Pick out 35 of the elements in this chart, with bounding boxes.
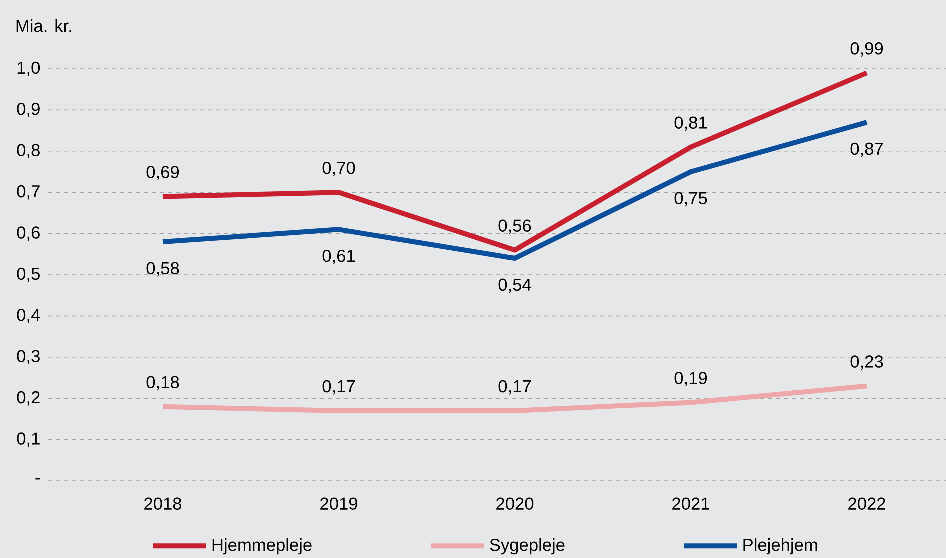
data-label: 0,23	[850, 356, 884, 370]
y-tick-label: 0,4	[17, 309, 40, 324]
data-label: 0,87	[850, 142, 883, 158]
data-label: 0,99	[850, 42, 884, 57]
data-label: 0,19	[674, 372, 708, 386]
data-label: 0,61	[322, 250, 356, 264]
data-label: 0,69	[146, 166, 180, 180]
y-tick-label: 0,9	[17, 103, 40, 118]
x-tick-label: 2022	[848, 498, 886, 510]
data-label: 0,70	[322, 162, 356, 176]
legend-label: Plejehjem	[744, 538, 818, 555]
x-tick-label: 2019	[320, 498, 358, 510]
legend-label: Hjemmepleje	[212, 538, 312, 555]
x-tick-label: 2018	[144, 498, 182, 510]
y-tick-label: 0,6	[17, 226, 40, 241]
data-label: 0,17	[498, 380, 531, 395]
data-label: 0,54	[498, 278, 532, 294]
y-tick-label: 0,1	[17, 432, 40, 447]
data-label: 0,58	[146, 262, 180, 277]
y-tick-label: 0,8	[17, 144, 40, 159]
legend-label: Sygepleje	[490, 538, 565, 555]
y-tick-label: 0,5	[17, 268, 40, 282]
data-label: 0,81	[674, 116, 708, 132]
y-tick-label: -	[36, 478, 40, 480]
y-tick-label: 0,7	[17, 185, 40, 200]
data-label: 0,75	[674, 192, 708, 207]
x-tick-label: 2020	[496, 498, 534, 510]
x-tick-label: 2021	[672, 498, 710, 510]
data-label: 0,18	[146, 376, 180, 391]
data-label: 0,56	[498, 220, 532, 234]
y-axis-title: Mia. kr.	[16, 20, 72, 32]
y-tick-label: 0,2	[17, 391, 40, 406]
data-label: 0,17	[322, 380, 355, 395]
y-tick-label: 0,3	[17, 350, 40, 365]
y-tick-label: 1,0	[18, 62, 40, 76]
